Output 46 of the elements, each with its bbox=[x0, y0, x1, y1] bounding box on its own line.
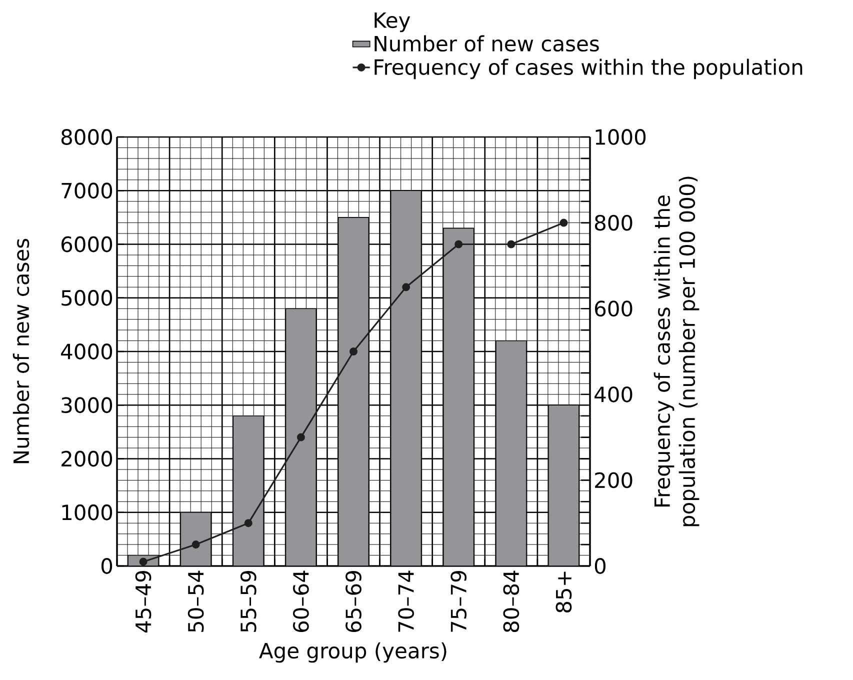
y-tick-label: 6000 bbox=[61, 236, 112, 252]
bar bbox=[285, 308, 317, 566]
legend-label: Frequency of cases within the population bbox=[374, 58, 802, 80]
bar bbox=[496, 340, 527, 566]
bar bbox=[442, 228, 474, 566]
point bbox=[350, 347, 358, 356]
x-tick-label: 80–84 bbox=[503, 570, 520, 632]
x-tick-label: 70–74 bbox=[398, 570, 414, 632]
bar bbox=[548, 404, 580, 566]
point bbox=[560, 218, 568, 227]
x-tick-label: 85+ bbox=[556, 572, 572, 612]
y2-tick-label: 0 bbox=[594, 558, 606, 574]
x-tick-label: 50–54 bbox=[188, 570, 204, 632]
x-tick-label: 45–49 bbox=[135, 571, 152, 632]
y-tick-label: 3000 bbox=[62, 397, 112, 414]
bar bbox=[390, 190, 422, 566]
y-tick-label: 4000 bbox=[61, 344, 112, 360]
y-tick-label: 1000 bbox=[62, 504, 112, 520]
x-tick-label: 60–64 bbox=[293, 570, 309, 632]
x-tick-label: 65–69 bbox=[346, 571, 362, 632]
y-tick-label: 5000 bbox=[62, 290, 112, 306]
bar bbox=[232, 415, 264, 566]
y2-tick-label: 1000 bbox=[596, 129, 646, 145]
bar bbox=[338, 217, 370, 566]
y-tick-label: 8000 bbox=[61, 129, 112, 145]
point bbox=[296, 433, 305, 442]
y2-tick-label: 800 bbox=[594, 214, 632, 231]
y2-axis-title: Frequency of cases within the population (number per 100 000) bbox=[654, 176, 700, 526]
y2-tick-label: 200 bbox=[595, 472, 632, 488]
y-tick-label: 7000 bbox=[62, 182, 112, 199]
point bbox=[192, 540, 200, 549]
point bbox=[402, 283, 410, 292]
point bbox=[454, 240, 463, 248]
y2-tick-label: 600 bbox=[594, 300, 632, 317]
point bbox=[507, 240, 516, 248]
bar bbox=[180, 512, 212, 566]
legend-title: Key bbox=[374, 12, 410, 32]
point bbox=[244, 519, 252, 528]
x-tick-label: 55–59 bbox=[240, 571, 256, 632]
x-tick-label: 75–79 bbox=[450, 571, 467, 632]
y-tick-label: 2000 bbox=[62, 450, 112, 467]
y2-tick-label: 400 bbox=[594, 386, 632, 402]
x-axis-title: Age group (years) bbox=[259, 642, 446, 663]
y-tick-label: 0 bbox=[101, 558, 112, 574]
legend-label: Number of new cases bbox=[374, 35, 599, 52]
y-axis-title: Number of new cases bbox=[12, 238, 30, 464]
